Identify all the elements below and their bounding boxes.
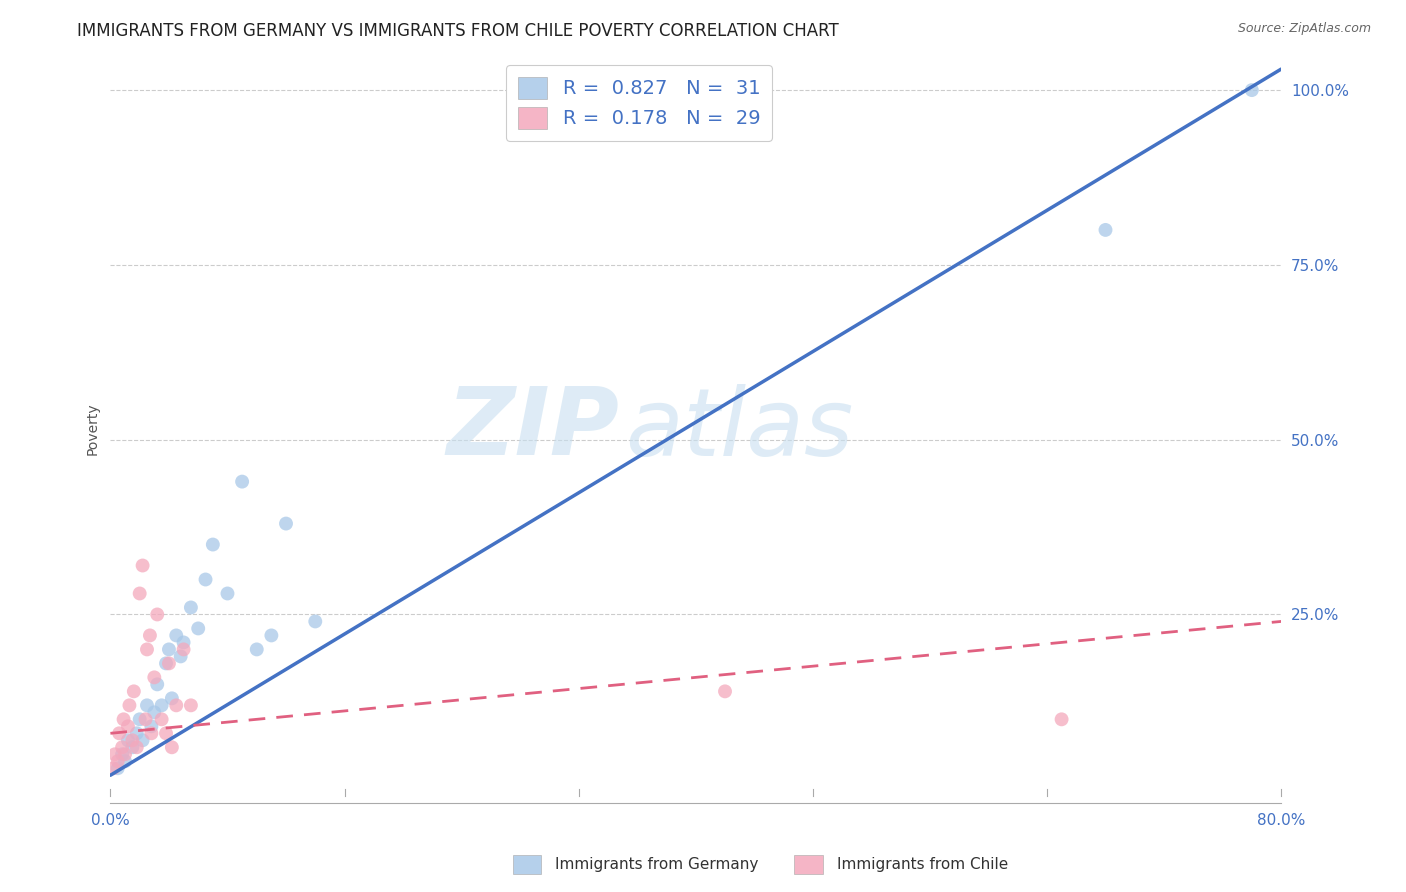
Y-axis label: Poverty: Poverty: [86, 403, 100, 456]
Point: [118, 698, 141, 713]
Point: [157, 657, 180, 671]
Point: [150, 698, 173, 713]
Point: [146, 677, 169, 691]
Legend: R =  0.827   N =  31, R =  0.178   N =  29: R = 0.827 N = 31, R = 0.178 N = 29: [506, 65, 772, 141]
Point: [304, 615, 326, 629]
Point: [135, 712, 157, 726]
Point: [141, 726, 163, 740]
Text: Immigrants from Chile: Immigrants from Chile: [837, 857, 1008, 872]
Point: [121, 733, 143, 747]
Point: [194, 573, 217, 587]
Point: [114, 747, 136, 762]
Point: [128, 712, 150, 726]
Point: [217, 586, 239, 600]
Point: [714, 684, 737, 698]
Point: [274, 516, 297, 531]
Point: [231, 475, 253, 489]
Point: [1050, 712, 1073, 726]
Point: [173, 635, 195, 649]
Text: Immigrants from Germany: Immigrants from Germany: [555, 857, 759, 872]
Point: [136, 698, 159, 713]
Point: [108, 726, 131, 740]
Point: [201, 537, 224, 551]
Point: [117, 719, 139, 733]
Point: [131, 733, 153, 747]
Point: [1240, 83, 1263, 97]
Point: [146, 607, 169, 622]
Point: [180, 600, 202, 615]
Point: [165, 698, 187, 713]
Point: [150, 712, 173, 726]
Point: [122, 684, 145, 698]
Point: [125, 740, 148, 755]
Point: [180, 698, 202, 713]
Point: [107, 754, 129, 768]
Point: [169, 649, 191, 664]
Point: [143, 706, 166, 720]
Text: Source: ZipAtlas.com: Source: ZipAtlas.com: [1237, 22, 1371, 36]
Point: [1094, 223, 1116, 237]
Point: [260, 628, 283, 642]
Point: [160, 740, 183, 755]
Point: [160, 691, 183, 706]
Point: [173, 642, 195, 657]
Point: [128, 586, 150, 600]
Point: [125, 726, 148, 740]
Point: [246, 642, 269, 657]
Point: [155, 657, 177, 671]
Point: [103, 761, 125, 775]
Point: [121, 740, 143, 755]
Point: [139, 628, 162, 642]
Point: [136, 642, 159, 657]
Text: atlas: atlas: [626, 384, 853, 475]
Point: [111, 740, 134, 755]
Text: IMMIGRANTS FROM GERMANY VS IMMIGRANTS FROM CHILE POVERTY CORRELATION CHART: IMMIGRANTS FROM GERMANY VS IMMIGRANTS FR…: [77, 22, 839, 40]
Point: [111, 747, 134, 762]
Point: [187, 622, 209, 636]
Point: [131, 558, 153, 573]
Text: ZIP: ZIP: [447, 384, 620, 475]
Point: [112, 712, 135, 726]
Point: [104, 747, 127, 762]
Point: [155, 726, 177, 740]
Point: [143, 670, 166, 684]
Point: [107, 761, 129, 775]
Point: [117, 733, 139, 747]
Point: [157, 642, 180, 657]
Point: [165, 628, 187, 642]
Point: [141, 719, 163, 733]
Point: [114, 754, 136, 768]
